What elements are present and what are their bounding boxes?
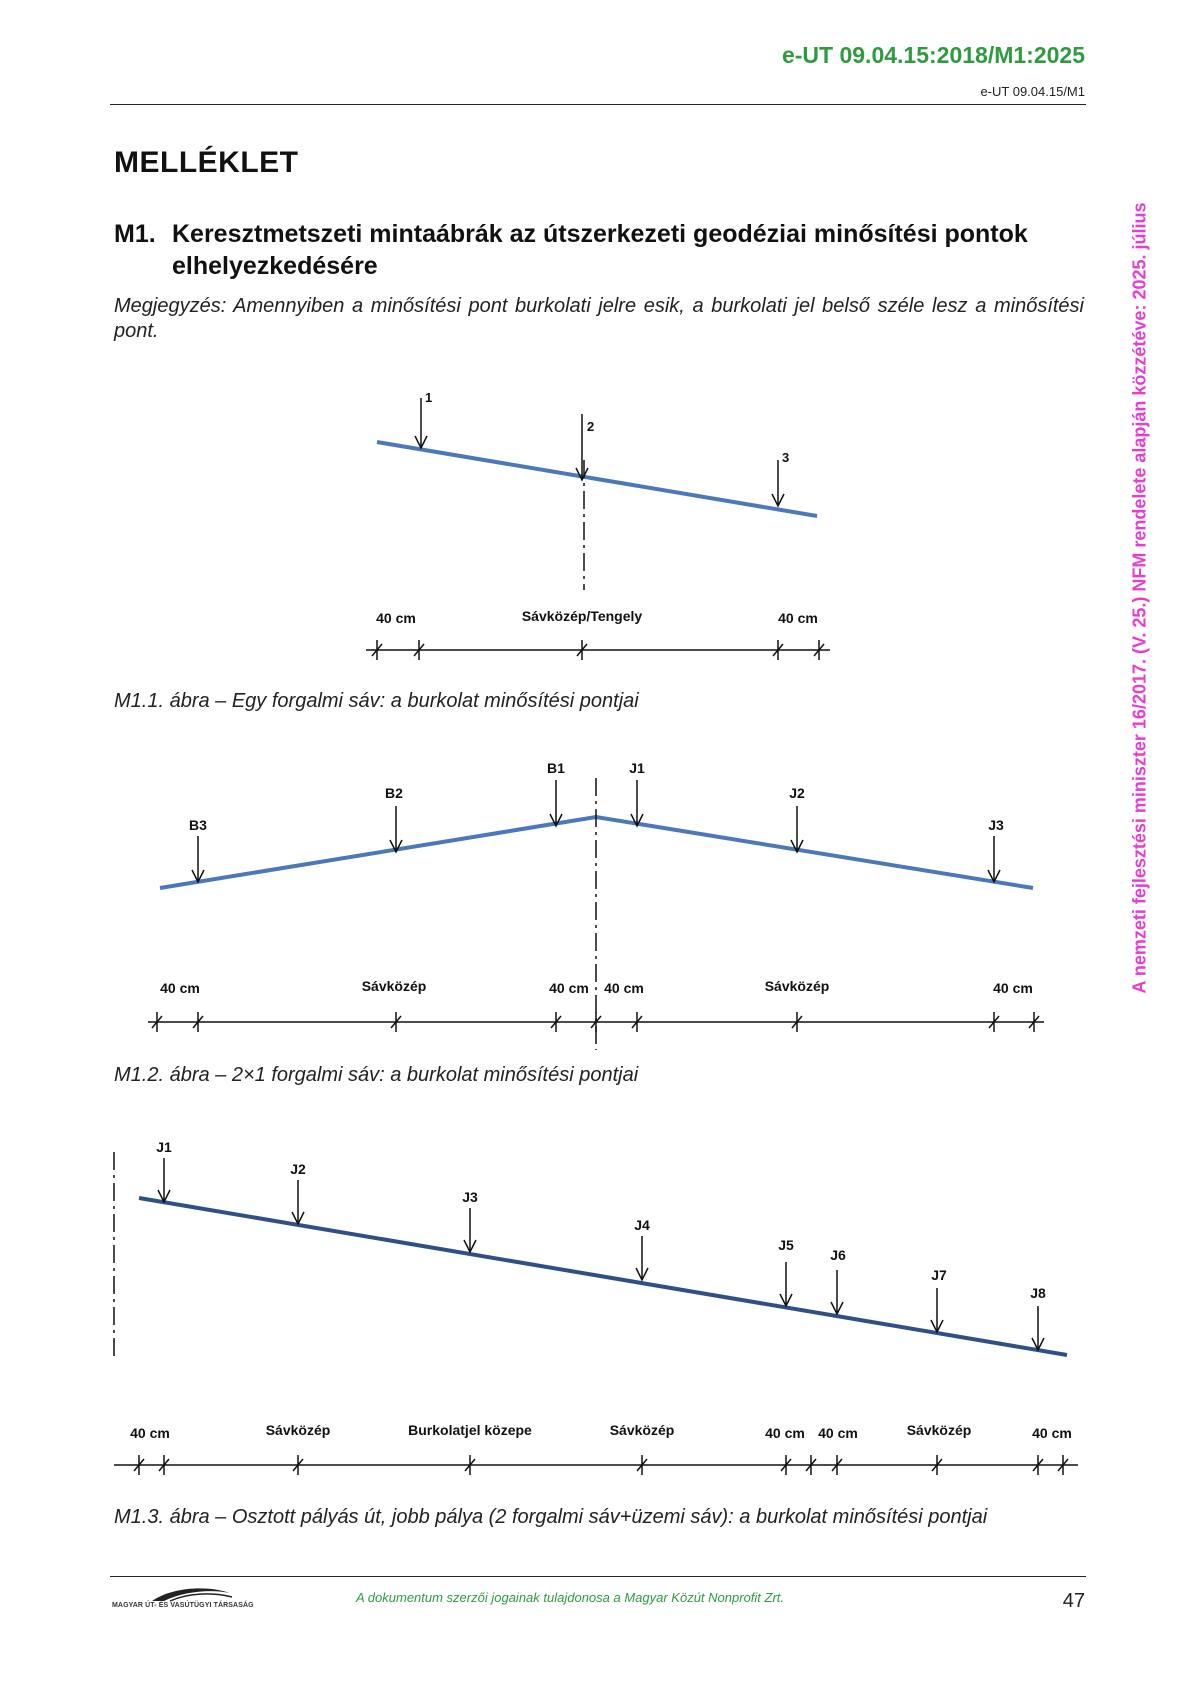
- road-surface-line: [138, 1196, 1068, 1357]
- figure-m1-1: 1 2 3 40 cm Sávközép/Tengely 40 cm: [366, 390, 830, 660]
- document-code-short: e-UT 09.04.15/M1: [980, 84, 1085, 99]
- dimension-label: 40 cm: [818, 1425, 858, 1441]
- point-label: 1: [425, 390, 432, 405]
- point-arrow-j2: J2: [290, 1161, 306, 1226]
- figure-caption-m1-2: M1.2. ábra – 2×1 forgalmi sáv: a burkola…: [114, 1064, 639, 1086]
- point-label: B2: [385, 785, 403, 801]
- point-label: J1: [629, 760, 645, 776]
- dimension-label: Sávközép: [907, 1422, 972, 1438]
- dimension-label: 40 cm: [993, 980, 1033, 996]
- point-label: J5: [778, 1237, 794, 1253]
- page-number: 47: [1062, 1590, 1085, 1612]
- dimension-label: 40 cm: [130, 1425, 170, 1441]
- dimension-label: Sávközép: [765, 978, 830, 994]
- dimension-label: Sávközép: [610, 1422, 675, 1438]
- logo-text: MAGYAR ÚT- ÉS VASÚTÜGYI TÁRSASÁG: [112, 1602, 254, 1609]
- dimension-label: 40 cm: [604, 980, 644, 996]
- point-label: J6: [830, 1247, 846, 1263]
- point-arrow-j3: J3: [987, 817, 1004, 884]
- dimension-label: Sávközép: [362, 978, 427, 994]
- point-label: B1: [547, 760, 565, 776]
- point-arrow-j4: J4: [634, 1217, 650, 1282]
- point-label: J3: [462, 1189, 478, 1205]
- point-arrow-b2: B2: [385, 785, 403, 854]
- dimension-line: [114, 1455, 1078, 1475]
- point-label: 3: [782, 450, 789, 465]
- road-surface-line: [376, 440, 818, 518]
- association-logo: MAGYAR ÚT- ÉS VASÚTÜGYI TÁRSASÁG: [112, 1585, 262, 1613]
- footer-divider: [110, 1576, 1086, 1577]
- point-arrow-2: 2: [575, 414, 594, 482]
- dimension-line: [366, 640, 830, 660]
- side-publication-note-text: A nemzeti fejlesztési miniszter 16/2017.…: [1129, 202, 1150, 994]
- point-arrow-j7: J7: [930, 1267, 947, 1334]
- subsection-title: Keresztmetszeti mintaábrák az útszerkeze…: [172, 220, 1028, 280]
- point-arrow-b1: B1: [547, 760, 565, 828]
- section-title: MELLÉKLET: [114, 146, 299, 179]
- point-label: J1: [156, 1139, 172, 1155]
- point-arrow-j2: J2: [789, 785, 805, 854]
- dimension-label: Burkolatjel közepe: [408, 1422, 532, 1438]
- point-arrow-j8: J8: [1030, 1285, 1046, 1352]
- subsection-heading: M1. Keresztmetszeti mintaábrák az útszer…: [114, 218, 1044, 282]
- figure-m1-3: J1 J2 J3 J4 J5 J6 J7 J8: [113, 1139, 1078, 1475]
- point-arrow-j1: J1: [629, 760, 645, 828]
- point-arrow-j3: J3: [462, 1189, 478, 1254]
- note-paragraph: Megjegyzés: Amennyiben a minősítési pont…: [114, 295, 1084, 342]
- dimension-label: 40 cm: [160, 980, 200, 996]
- dimension-label: Sávközép: [266, 1422, 331, 1438]
- figure-caption-m1-3: M1.3. ábra – Osztott pályás út, jobb pál…: [114, 1506, 988, 1528]
- dimension-line: [148, 1012, 1044, 1032]
- point-label: 2: [587, 419, 594, 434]
- point-arrow-j6: J6: [830, 1247, 846, 1316]
- point-label: J3: [988, 817, 1004, 833]
- dimension-label: 40 cm: [1032, 1425, 1072, 1441]
- point-label: J2: [290, 1161, 306, 1177]
- dimension-label: Sávközép/Tengely: [522, 608, 643, 624]
- point-label: B3: [189, 817, 207, 833]
- copyright-notice: A dokumentum szerzői jogainak tulajdonos…: [356, 1590, 785, 1605]
- point-label: J4: [634, 1217, 650, 1233]
- dimension-label: 40 cm: [765, 1425, 805, 1441]
- subsection-number: M1.: [114, 220, 156, 248]
- header-divider: [110, 104, 1086, 105]
- swoosh-logo-icon: [152, 1588, 233, 1602]
- point-label: J8: [1030, 1285, 1046, 1301]
- dimension-label: 40 cm: [778, 610, 818, 626]
- point-arrow-j1: J1: [156, 1139, 172, 1204]
- document-code: e-UT 09.04.15:2018/M1:2025: [781, 42, 1085, 68]
- point-label: J7: [931, 1267, 947, 1283]
- figure-m1-2: B3 B2 B1 J1 J2 J3 40 cm Sávközép 40: [148, 760, 1044, 1050]
- figure-caption-m1-1: M1.1. ábra – Egy forgalmi sáv: a burkola…: [114, 690, 639, 712]
- point-arrow-b3: B3: [189, 817, 207, 884]
- point-label: J2: [789, 785, 805, 801]
- dimension-label: 40 cm: [549, 980, 589, 996]
- point-arrow-j5: J5: [778, 1237, 794, 1308]
- point-arrow-1: 1: [414, 390, 432, 450]
- point-arrow-3: 3: [771, 450, 789, 508]
- dimension-label: 40 cm: [376, 610, 416, 626]
